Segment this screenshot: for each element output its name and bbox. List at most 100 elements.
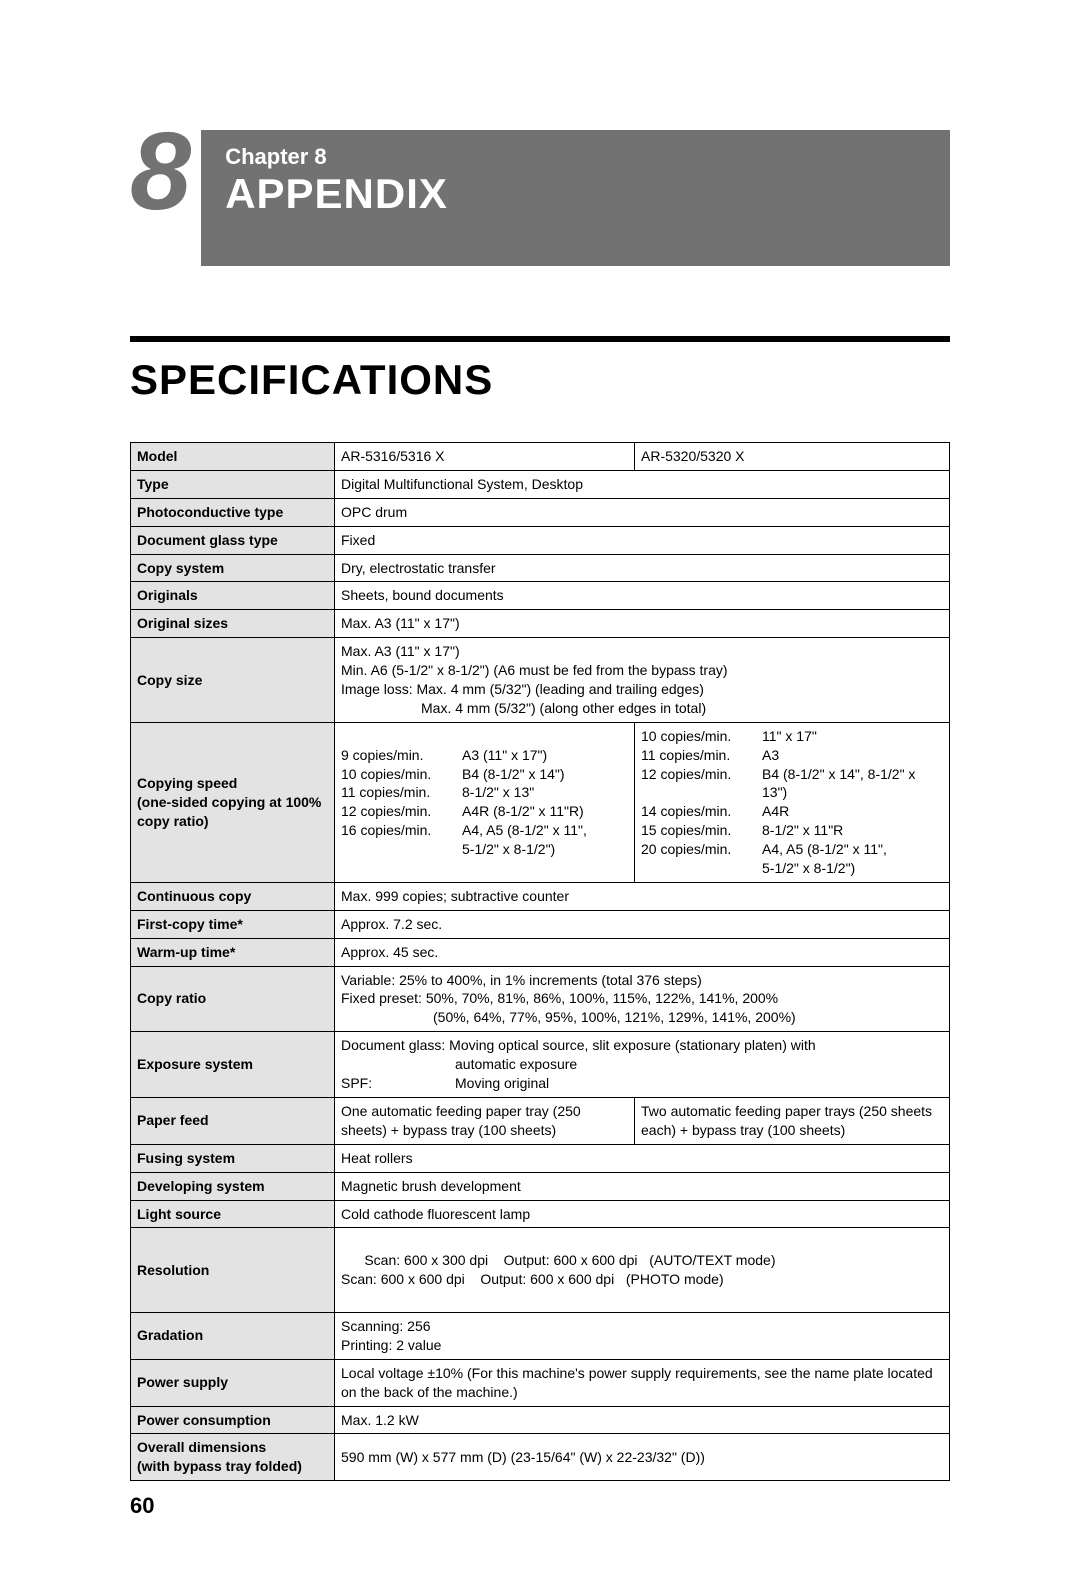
cell: Sheets, bound documents	[335, 582, 950, 610]
row-label: Resolution	[131, 1228, 335, 1313]
table-row: Document glass type Fixed	[131, 526, 950, 554]
speed-rate: 10 copies/min.	[341, 765, 456, 784]
speed-line: 12 copies/min. A4R (8-1/2" x 11"R)	[341, 802, 628, 821]
speed-line: 12 copies/min.B4 (8-1/2" x 14", 8-1/2" x…	[641, 765, 943, 803]
speed-line: 9 copies/min.A3 (11" x 17")	[341, 746, 628, 765]
cell: Max. A3 (11" x 17")	[335, 610, 950, 638]
table-row: Type Digital Multifunctional System, Des…	[131, 470, 950, 498]
table-row: Power consumption Max. 1.2 kW	[131, 1406, 950, 1434]
cell: 10 copies/min.11" x 17"11 copies/min.A31…	[635, 722, 950, 882]
table-row: Copying speed (one-sided copying at 100%…	[131, 722, 950, 882]
cell: Heat rollers	[335, 1144, 950, 1172]
speed-line: 10 copies/min. B4 (8-1/2" x 14")	[341, 765, 628, 784]
speed-rate: 20 copies/min.	[641, 840, 756, 859]
speed-size: 11" x 17"	[762, 727, 817, 746]
speed-rate: 14 copies/min.	[641, 802, 756, 821]
speed-size: A4R (8-1/2" x 11"R)	[462, 802, 584, 821]
row-label: Warm-up time*	[131, 938, 335, 966]
row-label: Fusing system	[131, 1144, 335, 1172]
cell: Variable: 25% to 400%, in 1% increments …	[335, 966, 950, 1032]
line: Scanning: 256	[341, 1318, 431, 1334]
speed-size: 8-1/2" x 13"	[462, 783, 534, 802]
row-label: Power supply	[131, 1359, 335, 1406]
table-row: Light source Cold cathode fluorescent la…	[131, 1200, 950, 1228]
cell: Two automatic feeding paper trays (250 s…	[635, 1097, 950, 1144]
cell: Max. 999 copies; subtractive counter	[335, 882, 950, 910]
speed-rate: 11 copies/min.	[641, 746, 756, 765]
speed-size: A4R	[762, 802, 789, 821]
table-row: Original sizes Max. A3 (11" x 17")	[131, 610, 950, 638]
speed-line: 11 copies/min. 8-1/2" x 13"	[341, 783, 628, 802]
speed-rate: 10 copies/min.	[641, 727, 756, 746]
speed-rate	[641, 859, 756, 878]
speed-size: B4 (8-1/2" x 14", 8-1/2" x 13")	[762, 765, 943, 803]
line: Max. A3 (11" x 17")	[341, 643, 460, 659]
table-row: Power supply Local voltage ±10% (For thi…	[131, 1359, 950, 1406]
table-row: Developing system Magnetic brush develop…	[131, 1172, 950, 1200]
cell: Local voltage ±10% (For this machine's p…	[335, 1359, 950, 1406]
row-label: Continuous copy	[131, 882, 335, 910]
speed-size: A3 (11" x 17")	[462, 746, 547, 765]
cell: Max. 1.2 kW	[335, 1406, 950, 1434]
line: Image loss: Max. 4 mm (5/32") (leading a…	[341, 681, 704, 697]
section-title: SPECIFICATIONS	[130, 356, 950, 404]
line: Fixed preset: 50%, 70%, 81%, 86%, 100%, …	[341, 990, 778, 1006]
row-label: Original sizes	[131, 610, 335, 638]
cell: Scan: 600 x 300 dpi Output: 600 x 600 dp…	[335, 1228, 950, 1313]
row-label: Copying speed (one-sided copying at 100%…	[131, 722, 335, 882]
table-row: Overall dimensions (with bypass tray fol…	[131, 1434, 950, 1481]
speed-line: 10 copies/min. 11" x 17"	[641, 727, 943, 746]
row-label: Exposure system	[131, 1032, 335, 1098]
speed-rate: 11 copies/min.	[341, 783, 456, 802]
cell: 9 copies/min.A3 (11" x 17")10 copies/min…	[335, 722, 635, 882]
cell: Approx. 45 sec.	[335, 938, 950, 966]
chapter-text-block: Chapter 8 APPENDIX	[201, 130, 950, 266]
cell: One automatic feeding paper tray (250 sh…	[335, 1097, 635, 1144]
line: Scan: 600 x 300 dpi Output: 600 x 600 dp…	[364, 1252, 775, 1268]
table-row: Gradation Scanning: 256 Printing: 2 valu…	[131, 1312, 950, 1359]
table-row: Copy size Max. A3 (11" x 17") Min. A6 (5…	[131, 638, 950, 723]
speed-rate: 12 copies/min.	[641, 765, 756, 803]
table-row: Copy ratio Variable: 25% to 400%, in 1% …	[131, 966, 950, 1032]
table-row: Copy system Dry, electrostatic transfer	[131, 554, 950, 582]
table-row: Photoconductive type OPC drum	[131, 498, 950, 526]
table-row: Fusing system Heat rollers	[131, 1144, 950, 1172]
speed-line: 11 copies/min.A3	[641, 746, 943, 765]
line: Printing: 2 value	[341, 1337, 441, 1353]
row-label: Originals	[131, 582, 335, 610]
table-row: Resolution Scan: 600 x 300 dpi Output: 6…	[131, 1228, 950, 1313]
cell: Scanning: 256 Printing: 2 value	[335, 1312, 950, 1359]
cell: Dry, electrostatic transfer	[335, 554, 950, 582]
chapter-banner: 8 Chapter 8 APPENDIX	[130, 130, 950, 266]
speed-rate	[341, 840, 456, 859]
cell: Fixed	[335, 526, 950, 554]
row-label: Model	[131, 443, 335, 471]
line: Max. 4 mm (5/32") (along other edges in …	[341, 699, 943, 718]
chapter-label: Chapter 8	[225, 144, 926, 170]
spec-table: Model AR-5316/5316 X AR-5320/5320 X Type…	[130, 442, 950, 1481]
cell: Magnetic brush development	[335, 1172, 950, 1200]
row-label: Developing system	[131, 1172, 335, 1200]
table-row: Warm-up time* Approx. 45 sec.	[131, 938, 950, 966]
line: Variable: 25% to 400%, in 1% increments …	[341, 972, 702, 988]
speed-size: 8-1/2" x 11"R	[762, 821, 843, 840]
cell: Approx. 7.2 sec.	[335, 910, 950, 938]
speed-size: 5-1/2" x 8-1/2")	[462, 840, 555, 859]
line: (50%, 64%, 77%, 95%, 100%, 121%, 129%, 1…	[341, 1008, 943, 1027]
table-row: First-copy time* Approx. 7.2 sec.	[131, 910, 950, 938]
speed-size: A4, A5 (8-1/2" x 11",	[462, 821, 587, 840]
table-row: Continuous copy Max. 999 copies; subtrac…	[131, 882, 950, 910]
speed-size: B4 (8-1/2" x 14")	[462, 765, 565, 784]
line: Moving original	[455, 1075, 549, 1091]
cell: 590 mm (W) x 577 mm (D) (23-15/64" (W) x…	[335, 1434, 950, 1481]
cell: Digital Multifunctional System, Desktop	[335, 470, 950, 498]
cell: Max. A3 (11" x 17") Min. A6 (5-1/2" x 8-…	[335, 638, 950, 723]
speed-rate: 12 copies/min.	[341, 802, 456, 821]
row-label: Light source	[131, 1200, 335, 1228]
section-rule	[130, 336, 950, 342]
row-label: Type	[131, 470, 335, 498]
speed-line: 20 copies/min.A4, A5 (8-1/2" x 11",	[641, 840, 943, 859]
chapter-number: 8	[130, 125, 201, 266]
table-row: Exposure system Document glass: Moving o…	[131, 1032, 950, 1098]
row-label: Overall dimensions (with bypass tray fol…	[131, 1434, 335, 1481]
